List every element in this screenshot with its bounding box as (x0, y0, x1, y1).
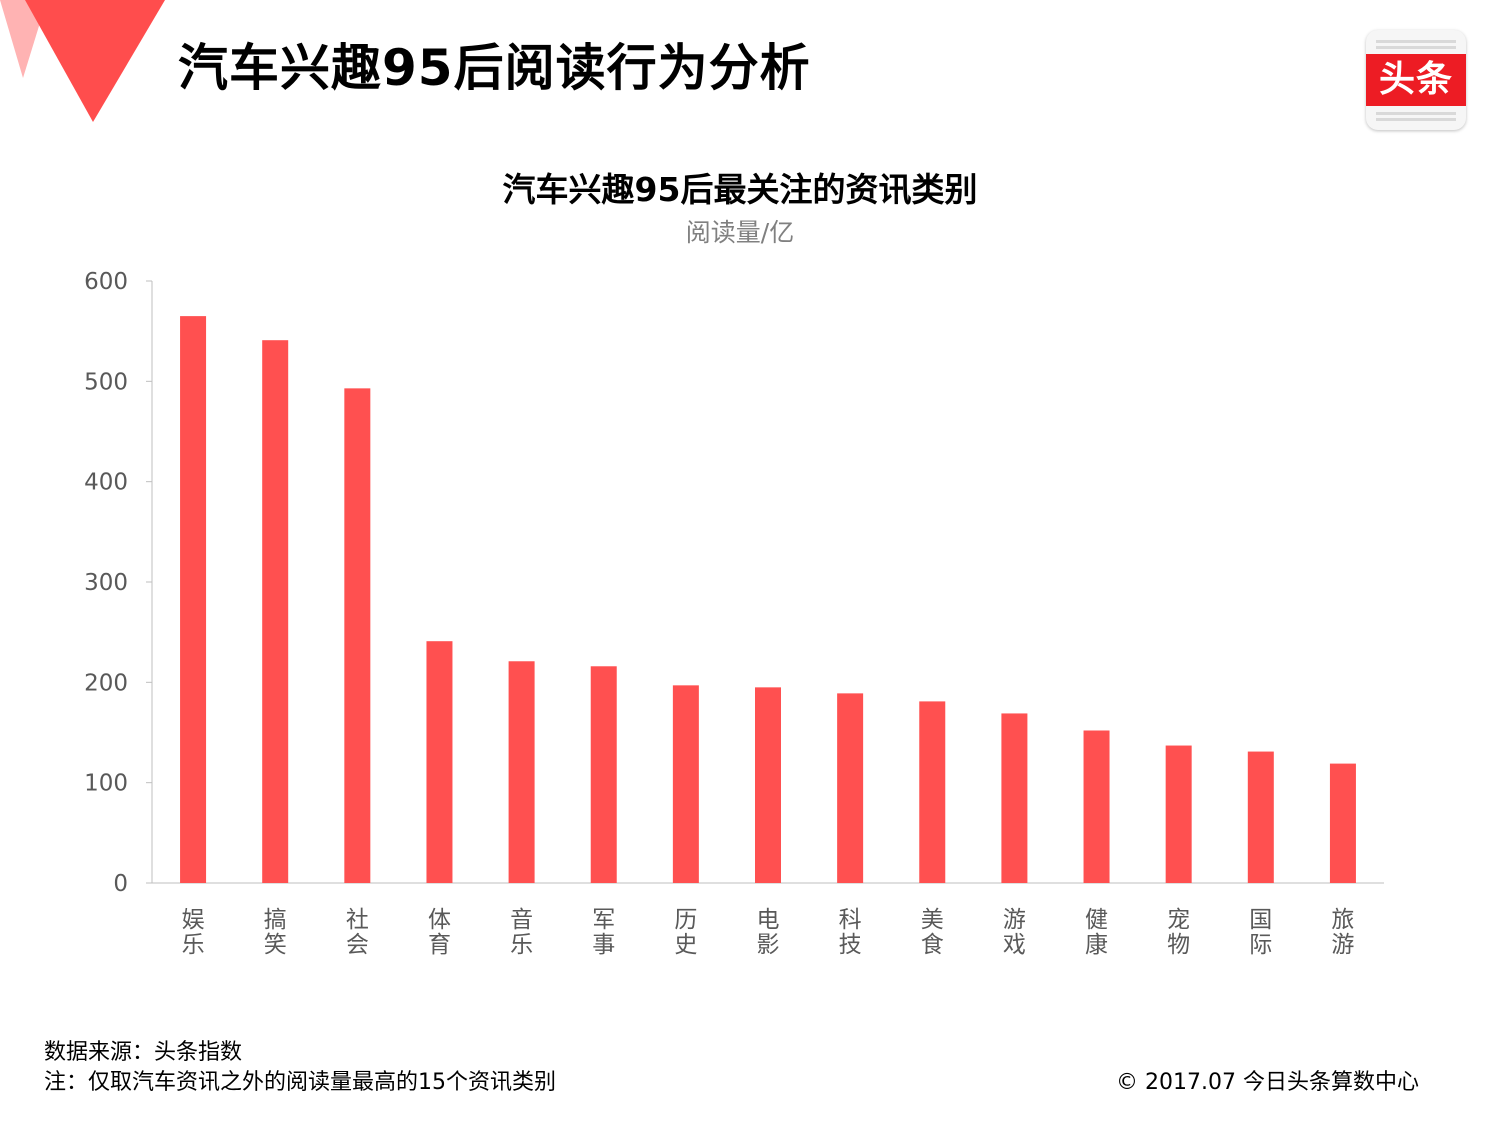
logo-text: 头条 (1366, 54, 1466, 106)
x-tick-label: 游戏 (1003, 907, 1026, 958)
bar-社会 (344, 388, 371, 883)
bar-搞笑 (262, 340, 289, 883)
bar-科技 (837, 693, 864, 883)
y-tick-label: 0 (113, 871, 128, 897)
bar-体育 (426, 641, 453, 883)
bar-音乐 (508, 661, 535, 883)
x-tick-label: 社会 (346, 907, 369, 958)
x-tick-label: 军事 (592, 907, 615, 958)
bar-历史 (672, 685, 699, 883)
bar-国际 (1247, 751, 1274, 883)
bar-健康 (1083, 730, 1110, 883)
bar-娱乐 (180, 316, 207, 883)
bar-电影 (755, 687, 781, 883)
bar-chart: 0 100 200 300 400 500 600 娱乐 搞笑 社会 体育 音乐 军事 历史 电影 科技 美食 游… (84, 269, 1384, 958)
chart-title: 汽车兴趣95后最关注的资讯类别 (502, 170, 978, 209)
bar-美食 (919, 701, 946, 883)
y-tick-label: 300 (84, 570, 128, 596)
y-tick-label: 500 (84, 369, 128, 395)
x-tick-label: 国际 (1249, 907, 1272, 958)
x-tick-label: 科技 (839, 907, 862, 958)
bar-游戏 (1001, 713, 1028, 883)
y-tick-label: 100 (84, 771, 128, 797)
corner-triangle-red (25, 0, 165, 122)
x-tick-label: 宠物 (1167, 907, 1190, 958)
corner-decoration (0, 0, 165, 122)
copyright: © 2017.07 今日头条算数中心 (1116, 1070, 1419, 1095)
logo-line (1376, 46, 1456, 49)
x-tick-label: 健康 (1085, 907, 1108, 958)
x-tick-label: 旅游 (1331, 907, 1354, 958)
chart-y-unit: 阅读量/亿 (685, 218, 795, 247)
y-tick-label: 400 (84, 470, 128, 496)
toutiao-logo: 头条 (1366, 30, 1466, 130)
logo-line (1376, 112, 1456, 115)
data-source: 数据来源：头条指数 (44, 1040, 243, 1065)
footnote: 注：仅取汽车资讯之外的阅读量最高的15个资讯类别 (44, 1070, 556, 1095)
x-tick-label: 电影 (757, 907, 780, 958)
corner-triangle-light (0, 0, 47, 78)
x-tick-label: 音乐 (510, 907, 533, 958)
y-tick-label: 600 (84, 269, 128, 295)
y-tick-label: 200 (84, 670, 128, 696)
x-tick-label: 历史 (674, 907, 697, 958)
x-tick-label: 娱乐 (182, 907, 205, 958)
x-tick-label: 体育 (428, 907, 451, 958)
logo-line (1376, 118, 1456, 121)
bar-旅游 (1329, 763, 1356, 883)
page-title: 汽车兴趣95后阅读行为分析 (178, 39, 811, 97)
logo-line (1376, 40, 1456, 43)
bar-军事 (590, 666, 617, 883)
x-tick-label: 搞笑 (264, 907, 287, 958)
x-tick-label: 美食 (921, 907, 944, 958)
bar-宠物 (1165, 745, 1192, 883)
